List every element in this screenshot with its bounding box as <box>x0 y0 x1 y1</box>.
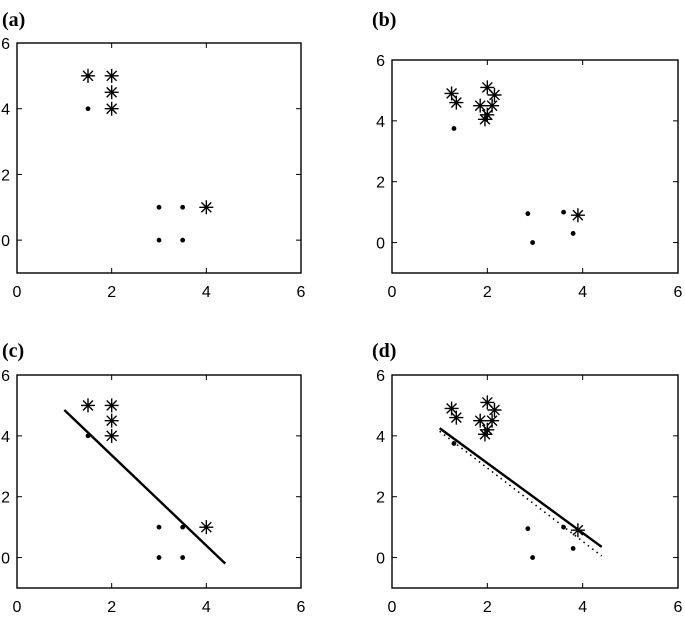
y-tick-label-b-3: 6 <box>376 53 385 70</box>
star-point-c-2 <box>104 413 119 428</box>
x-tick-label-a-2: 4 <box>202 284 211 301</box>
star-point-c-0 <box>81 398 95 413</box>
x-tick-label-d-0: 0 <box>388 599 397 616</box>
dot-point-d-0 <box>451 441 457 446</box>
x-tick-label-a-0: 0 <box>13 284 22 301</box>
star-point-d-8 <box>570 523 585 538</box>
panel-b: (b) 0 2 4 6 0 2 4 6 <box>372 9 683 301</box>
dot-point-c-3 <box>156 555 162 560</box>
dot-point-c-2 <box>180 524 186 530</box>
axes-frame-c <box>16 374 302 589</box>
y-tick-label-c-1: 2 <box>1 490 10 507</box>
star-point-b-4 <box>480 107 495 122</box>
panel-d: (d) 0 2 4 6 0 2 4 6 <box>372 340 683 616</box>
x-tick-label-a-1: 2 <box>107 284 116 301</box>
x-tick-label-b-2: 4 <box>578 284 587 301</box>
dot-point-a-1 <box>156 204 162 210</box>
star-point-a-0 <box>81 68 95 83</box>
x-tick-label-d-2: 4 <box>578 599 587 616</box>
star-point-b-1 <box>449 95 464 110</box>
y-tick-label-a-2: 4 <box>1 102 10 119</box>
dot-point-d-3 <box>561 524 566 530</box>
panel-label-a: (a) <box>2 9 25 31</box>
dot-point-a-4 <box>180 237 186 243</box>
y-tick-label-b-2: 4 <box>376 114 385 131</box>
star-point-d-6 <box>485 413 500 428</box>
y-tick-label-c-0: 0 <box>1 551 10 568</box>
dot-point-c-0 <box>85 433 91 439</box>
y-tick-label-a-0: 0 <box>1 233 10 250</box>
star-point-c-1 <box>104 398 119 413</box>
panel-a: (a) 0 2 4 6 0 2 4 6 <box>1 9 305 301</box>
panel-label-d: (d) <box>372 340 396 362</box>
panel-c: (c) 0 2 4 6 0 2 4 6 <box>1 340 305 616</box>
axes-frame-b <box>391 59 679 274</box>
x-tick-label-b-3: 6 <box>674 284 683 301</box>
dot-point-b-1 <box>525 211 531 217</box>
y-tick-label-d-2: 4 <box>376 429 385 446</box>
solid-line-c-0 <box>63 409 227 565</box>
y-tick-label-d-1: 2 <box>376 490 385 507</box>
star-point-b-5 <box>480 80 495 95</box>
star-point-b-3 <box>477 112 492 127</box>
dot-point-c-4 <box>180 555 186 560</box>
dot-point-d-4 <box>570 546 576 551</box>
x-tick-label-c-1: 2 <box>107 599 116 616</box>
dot-point-a-3 <box>156 237 162 243</box>
star-point-a-3 <box>104 101 119 116</box>
star-point-a-1 <box>104 68 119 83</box>
star-point-d-5 <box>480 395 495 410</box>
star-point-b-0 <box>444 86 459 101</box>
x-tick-label-b-1: 2 <box>483 284 492 301</box>
y-tick-label-b-1: 2 <box>376 175 385 192</box>
star-point-c-4 <box>199 520 214 535</box>
y-tick-label-a-3: 6 <box>1 36 10 53</box>
x-tick-label-c-2: 4 <box>202 599 211 616</box>
star-point-d-0 <box>444 401 459 416</box>
y-tick-label-b-0: 0 <box>376 236 385 253</box>
dot-point-a-2 <box>180 204 186 210</box>
star-point-d-7 <box>487 402 502 417</box>
x-tick-label-a-3: 6 <box>297 284 306 301</box>
dot-point-d-2 <box>530 555 536 560</box>
x-tick-label-c-3: 6 <box>297 599 306 616</box>
dot-point-a-0 <box>85 106 91 112</box>
star-point-d-3 <box>477 427 492 442</box>
axes-frame-a <box>16 42 302 274</box>
dot-point-b-2 <box>530 240 536 245</box>
dotted-line-d-1 <box>439 430 603 557</box>
panel-label-c: (c) <box>2 340 24 362</box>
panel-label-b: (b) <box>372 9 396 31</box>
y-tick-label-c-3: 6 <box>1 368 10 385</box>
x-tick-label-c-0: 0 <box>13 599 22 616</box>
star-point-d-1 <box>449 410 464 425</box>
y-tick-label-a-1: 2 <box>1 167 10 184</box>
x-tick-label-b-0: 0 <box>388 284 397 301</box>
y-tick-label-d-0: 0 <box>376 551 385 568</box>
star-point-d-2 <box>473 413 488 428</box>
star-point-b-6 <box>485 98 500 113</box>
x-tick-label-d-1: 2 <box>483 599 492 616</box>
star-point-b-2 <box>473 98 488 113</box>
dot-point-c-1 <box>156 524 162 530</box>
star-point-c-3 <box>104 428 119 443</box>
axes-frame-d <box>391 374 679 589</box>
star-point-b-8 <box>570 208 585 223</box>
dot-point-b-3 <box>561 209 566 215</box>
dot-point-b-0 <box>451 126 457 131</box>
y-tick-label-c-2: 4 <box>1 429 10 446</box>
dot-point-d-1 <box>525 526 531 532</box>
star-point-d-4 <box>480 422 495 437</box>
star-point-a-4 <box>199 200 214 215</box>
star-point-b-7 <box>487 87 502 102</box>
y-tick-label-d-3: 6 <box>376 368 385 385</box>
x-tick-label-d-3: 6 <box>674 599 683 616</box>
dot-point-b-4 <box>570 231 576 236</box>
star-point-a-2 <box>104 85 119 100</box>
